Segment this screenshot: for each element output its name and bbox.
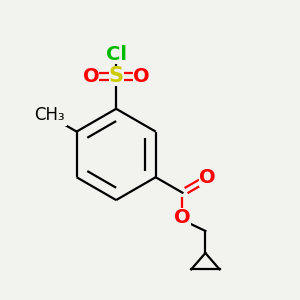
Text: O: O xyxy=(133,67,149,86)
Text: O: O xyxy=(199,168,216,187)
Text: CH₃: CH₃ xyxy=(34,106,65,124)
Text: Cl: Cl xyxy=(106,45,127,64)
Text: S: S xyxy=(109,66,124,86)
Text: O: O xyxy=(83,67,99,86)
Text: O: O xyxy=(174,208,191,227)
